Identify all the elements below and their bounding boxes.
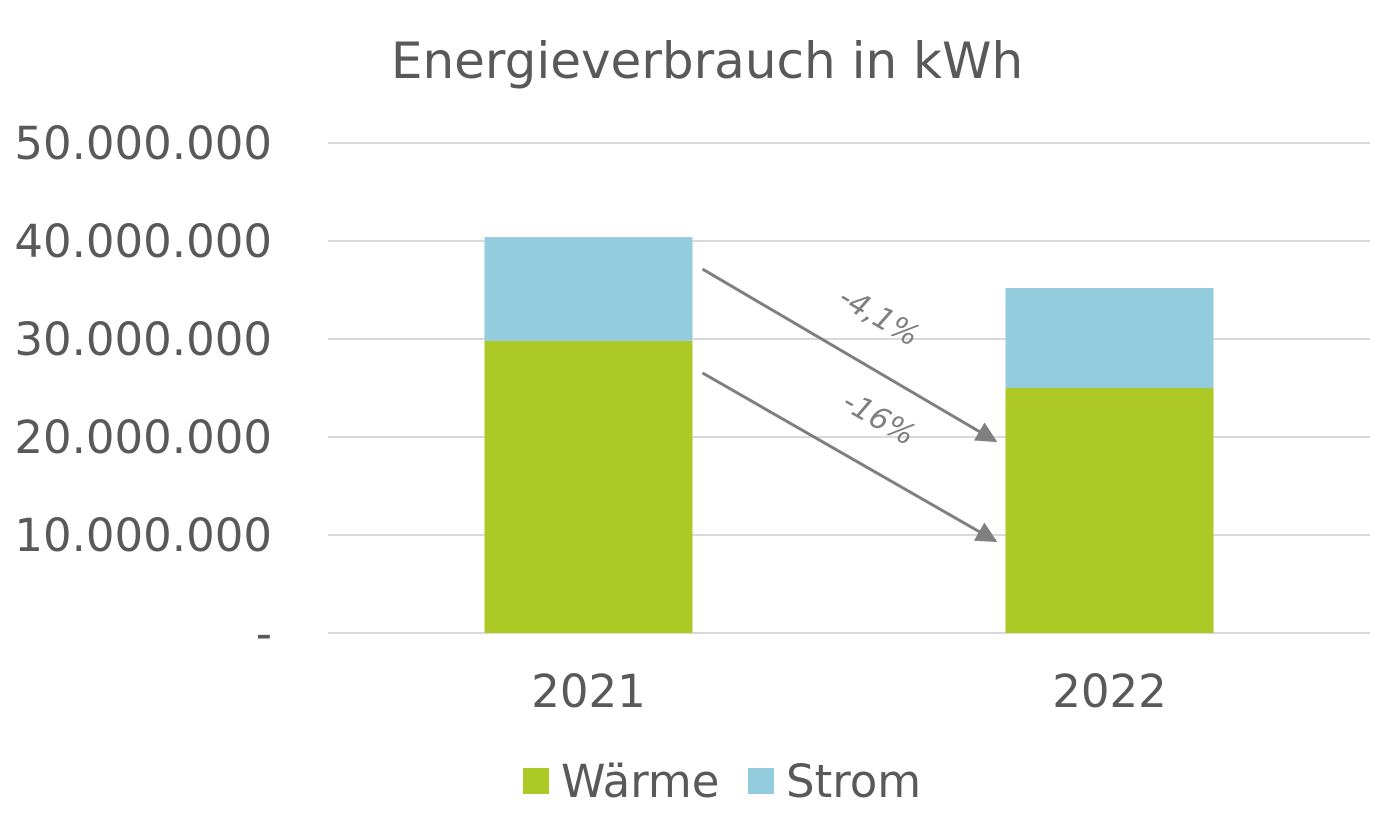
- chart-title: Energieverbrauch in kWh: [391, 32, 1023, 90]
- y-tick-label: 40.000.000: [14, 215, 272, 268]
- change-label: -4,1%: [832, 280, 925, 354]
- change-arrow-w-rme: [701, 371, 998, 543]
- x-tick-label: 2021: [531, 665, 646, 718]
- change-label: -16%: [836, 384, 921, 453]
- bar-strom-2022: [1005, 288, 1214, 388]
- legend-swatch: [523, 768, 549, 794]
- y-tick-label: -: [256, 607, 272, 660]
- x-axis-tick-labels: 2021 2022: [531, 665, 1167, 718]
- legend-label: Wärme: [561, 755, 719, 808]
- y-tick-label: 20.000.000: [14, 411, 272, 464]
- legend-label: Strom: [786, 755, 921, 808]
- legend: Wärme Strom: [523, 755, 921, 808]
- legend-swatch: [748, 768, 774, 794]
- y-tick-label: 10.000.000: [14, 509, 272, 562]
- gridlines: [328, 142, 1370, 634]
- bar-strom-2021: [484, 237, 693, 341]
- y-tick-label: 50.000.000: [14, 117, 272, 170]
- change-arrow-strom: [701, 267, 998, 443]
- change-arrows: -4,1% -16%: [701, 267, 998, 543]
- bar-w-rme-2022: [1005, 388, 1214, 633]
- y-tick-label: 30.000.000: [14, 313, 272, 366]
- x-tick-label: 2022: [1052, 665, 1167, 718]
- bar-w-rme-2021: [484, 340, 693, 633]
- bars: [484, 237, 1214, 633]
- y-axis-tick-labels: - 10.000.000 20.000.000 30.000.000 40.000.00…: [14, 117, 272, 660]
